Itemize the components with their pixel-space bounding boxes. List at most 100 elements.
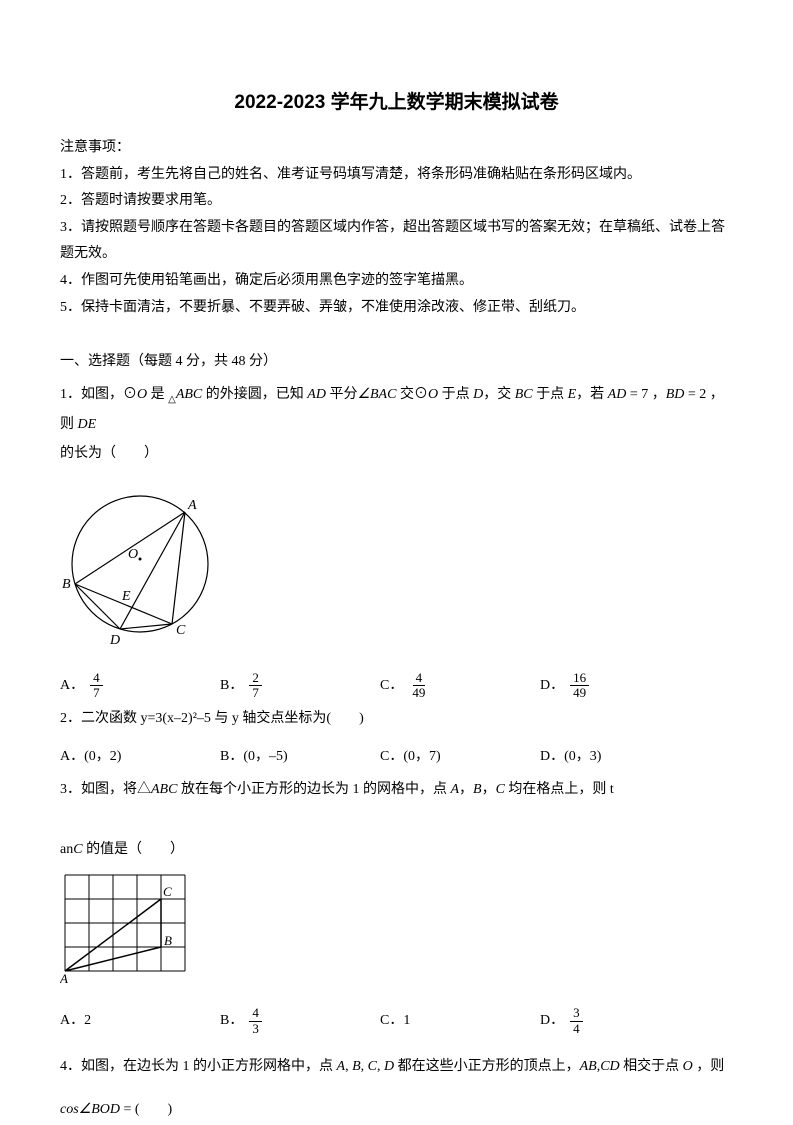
q4-B: B <box>352 1059 361 1074</box>
question-2: 2．二次函数 y=3(x–2)²–5 与 y 轴交点坐标为( ) A．(0，2)… <box>60 704 733 771</box>
q1-c-frac: 449 <box>409 671 428 701</box>
q1-BD: BD <box>666 387 685 402</box>
q2-option-c: C．(0，7) <box>380 742 540 771</box>
q4-p6: 相交于点 <box>620 1059 683 1074</box>
q1-p8: ，若 <box>576 387 608 402</box>
q4-p2: , <box>361 1059 368 1074</box>
q2-text: 2．二次函数 y=3(x–2)²–5 与 y 轴交点坐标为( ) <box>60 704 733 733</box>
q1-ABC: ABC <box>176 387 202 402</box>
q4-bod: ∠BOD <box>79 1102 120 1117</box>
q1-p5: 于点 <box>438 387 473 402</box>
q1-figure: A B C D E O <box>60 484 733 660</box>
q4-cos: cos <box>60 1102 79 1117</box>
q1-option-c: C． 449 <box>380 671 540 701</box>
notice-item-4: 4．作图可先使用铅笔画出，确定后必须用黑色字迹的签字笔描黑。 <box>60 268 733 295</box>
q1-option-d: D． 1649 <box>540 671 700 701</box>
q4-p3: , <box>377 1059 384 1074</box>
q1-DE: DE <box>78 417 97 432</box>
q4-p7: ，则 <box>693 1059 725 1074</box>
q3-l2b: C <box>73 842 82 857</box>
question-4: 4．如图，在边长为 1 的小正方形网格中，点 A, B, C, D 都在这些小正… <box>60 1052 733 1125</box>
q2-option-a: A．(0，2) <box>60 742 220 771</box>
notice-item-3: 3．请按照题号顺序在答题卡各题目的答题区域内作答，超出答题区域书写的答案无效；在… <box>60 215 733 268</box>
svg-text:A: A <box>187 498 197 513</box>
q3-option-a: A．2 <box>60 1006 220 1036</box>
q3-p4: 均在格点上，则 t <box>505 782 614 797</box>
q4-AB: AB <box>580 1059 597 1074</box>
q1-BC: BC <box>515 387 533 402</box>
q1-c-label: C． <box>380 671 403 700</box>
q1-option-b: B． 27 <box>220 671 380 701</box>
q3-p3: ， <box>482 782 496 797</box>
q1-d-frac: 1649 <box>570 671 589 701</box>
q3-b-frac: 43 <box>249 1006 262 1036</box>
svg-text:A: A <box>60 971 68 985</box>
q1-text: 1．如图，⊙O 是 △ABC 的外接圆，已知 AD 平分∠BAC 交⊙O 于点 … <box>60 380 733 439</box>
notice-item-1: 1．答题前，考生先将自己的姓名、准考证号码填写清楚，将条形码准确粘贴在条形码区域… <box>60 162 733 189</box>
q3-option-d: D． 34 <box>540 1006 700 1036</box>
q3-figure: C B A <box>60 870 733 996</box>
q1-p2: 的外接圆，已知 <box>202 387 307 402</box>
q1-option-a: A． 47 <box>60 671 220 701</box>
q4-l2c: = ( ) <box>120 1102 172 1117</box>
q3-C: C <box>496 782 505 797</box>
svg-text:B: B <box>62 577 71 592</box>
q1-a-frac: 47 <box>90 671 103 701</box>
q3-B: B <box>473 782 482 797</box>
q1-O1: O <box>137 387 147 402</box>
grid-diagram-icon: C B A <box>60 870 200 985</box>
q3-options: A．2 B． 43 C．1 D． 34 <box>60 1006 733 1036</box>
q4-p4: 都在这些小正方形的顶点上， <box>394 1059 580 1074</box>
q2-option-b: B．(0，–5) <box>220 742 380 771</box>
q1-E: E <box>568 387 577 402</box>
q1-b-frac: 27 <box>249 671 262 701</box>
q1-a-label: A． <box>60 671 84 700</box>
q3-p1: 放在每个小正方形的边长为 1 的网格中，点 <box>177 782 450 797</box>
svg-text:C: C <box>176 623 186 638</box>
q1-p6: ，交 <box>483 387 515 402</box>
q3-l2a: an <box>60 842 73 857</box>
q3-d-label: D． <box>540 1006 564 1035</box>
q3-d-frac: 34 <box>570 1006 583 1036</box>
q3-b-label: B． <box>220 1006 243 1035</box>
q1-p0: 1．如图，⊙ <box>60 387 137 402</box>
notice-item-2: 2．答题时请按要求用笔。 <box>60 188 733 215</box>
q1-tri: △ <box>168 394 176 405</box>
svg-text:B: B <box>164 933 172 948</box>
q1-d-label: D． <box>540 671 564 700</box>
section-1-heading: 一、选择题（每题 4 分，共 48 分） <box>60 349 733 376</box>
q3-text: 3．如图，将△ABC 放在每个小正方形的边长为 1 的网格中，点 A，B，C 均… <box>60 775 733 804</box>
q3-line2: anC 的值是（ ） <box>60 835 733 864</box>
q1-p4: 交⊙ <box>396 387 428 402</box>
q1-line2: 的长为（ ） <box>60 439 733 468</box>
q4-line2: cos∠BOD = ( ) <box>60 1095 733 1124</box>
question-3: 3．如图，将△ABC 放在每个小正方形的边长为 1 的网格中，点 A，B，C 均… <box>60 775 733 1036</box>
q1-O2: O <box>428 387 438 402</box>
q1-b-label: B． <box>220 671 243 700</box>
q3-option-b: B． 43 <box>220 1006 380 1036</box>
q4-p0: 4．如图，在边长为 1 的小正方形网格中，点 <box>60 1059 337 1074</box>
notice-heading: 注意事项： <box>60 135 733 162</box>
q2-options: A．(0，2) B．(0，–5) C．(0，7) D．(0，3) <box>60 742 733 771</box>
q4-CD: CD <box>600 1059 619 1074</box>
svg-text:E: E <box>121 589 131 604</box>
q3-p2: ， <box>459 782 473 797</box>
q1-p9: = 7 ， <box>626 387 665 402</box>
page-title: 2022-2023 学年九上数学期末模拟试卷 <box>60 85 733 121</box>
circle-diagram-icon: A B C D E O <box>60 484 230 649</box>
q3-option-c: C．1 <box>380 1006 540 1036</box>
q3-l2c: 的值是（ ） <box>83 842 185 857</box>
q3-A: A <box>450 782 459 797</box>
q1-D: D <box>473 387 483 402</box>
q4-C: C <box>368 1059 377 1074</box>
q4-O: O <box>683 1059 693 1074</box>
q1-AD2: AD <box>608 387 627 402</box>
q1-AD: AD <box>307 387 326 402</box>
q4-p1: , <box>345 1059 352 1074</box>
q1-p1: 是 <box>147 387 168 402</box>
q1-p7: 于点 <box>533 387 568 402</box>
q1-BAC: ∠BAC <box>357 387 396 402</box>
svg-text:D: D <box>109 633 120 648</box>
q3-ABC: ABC <box>151 782 177 797</box>
q4-A: A <box>337 1059 346 1074</box>
